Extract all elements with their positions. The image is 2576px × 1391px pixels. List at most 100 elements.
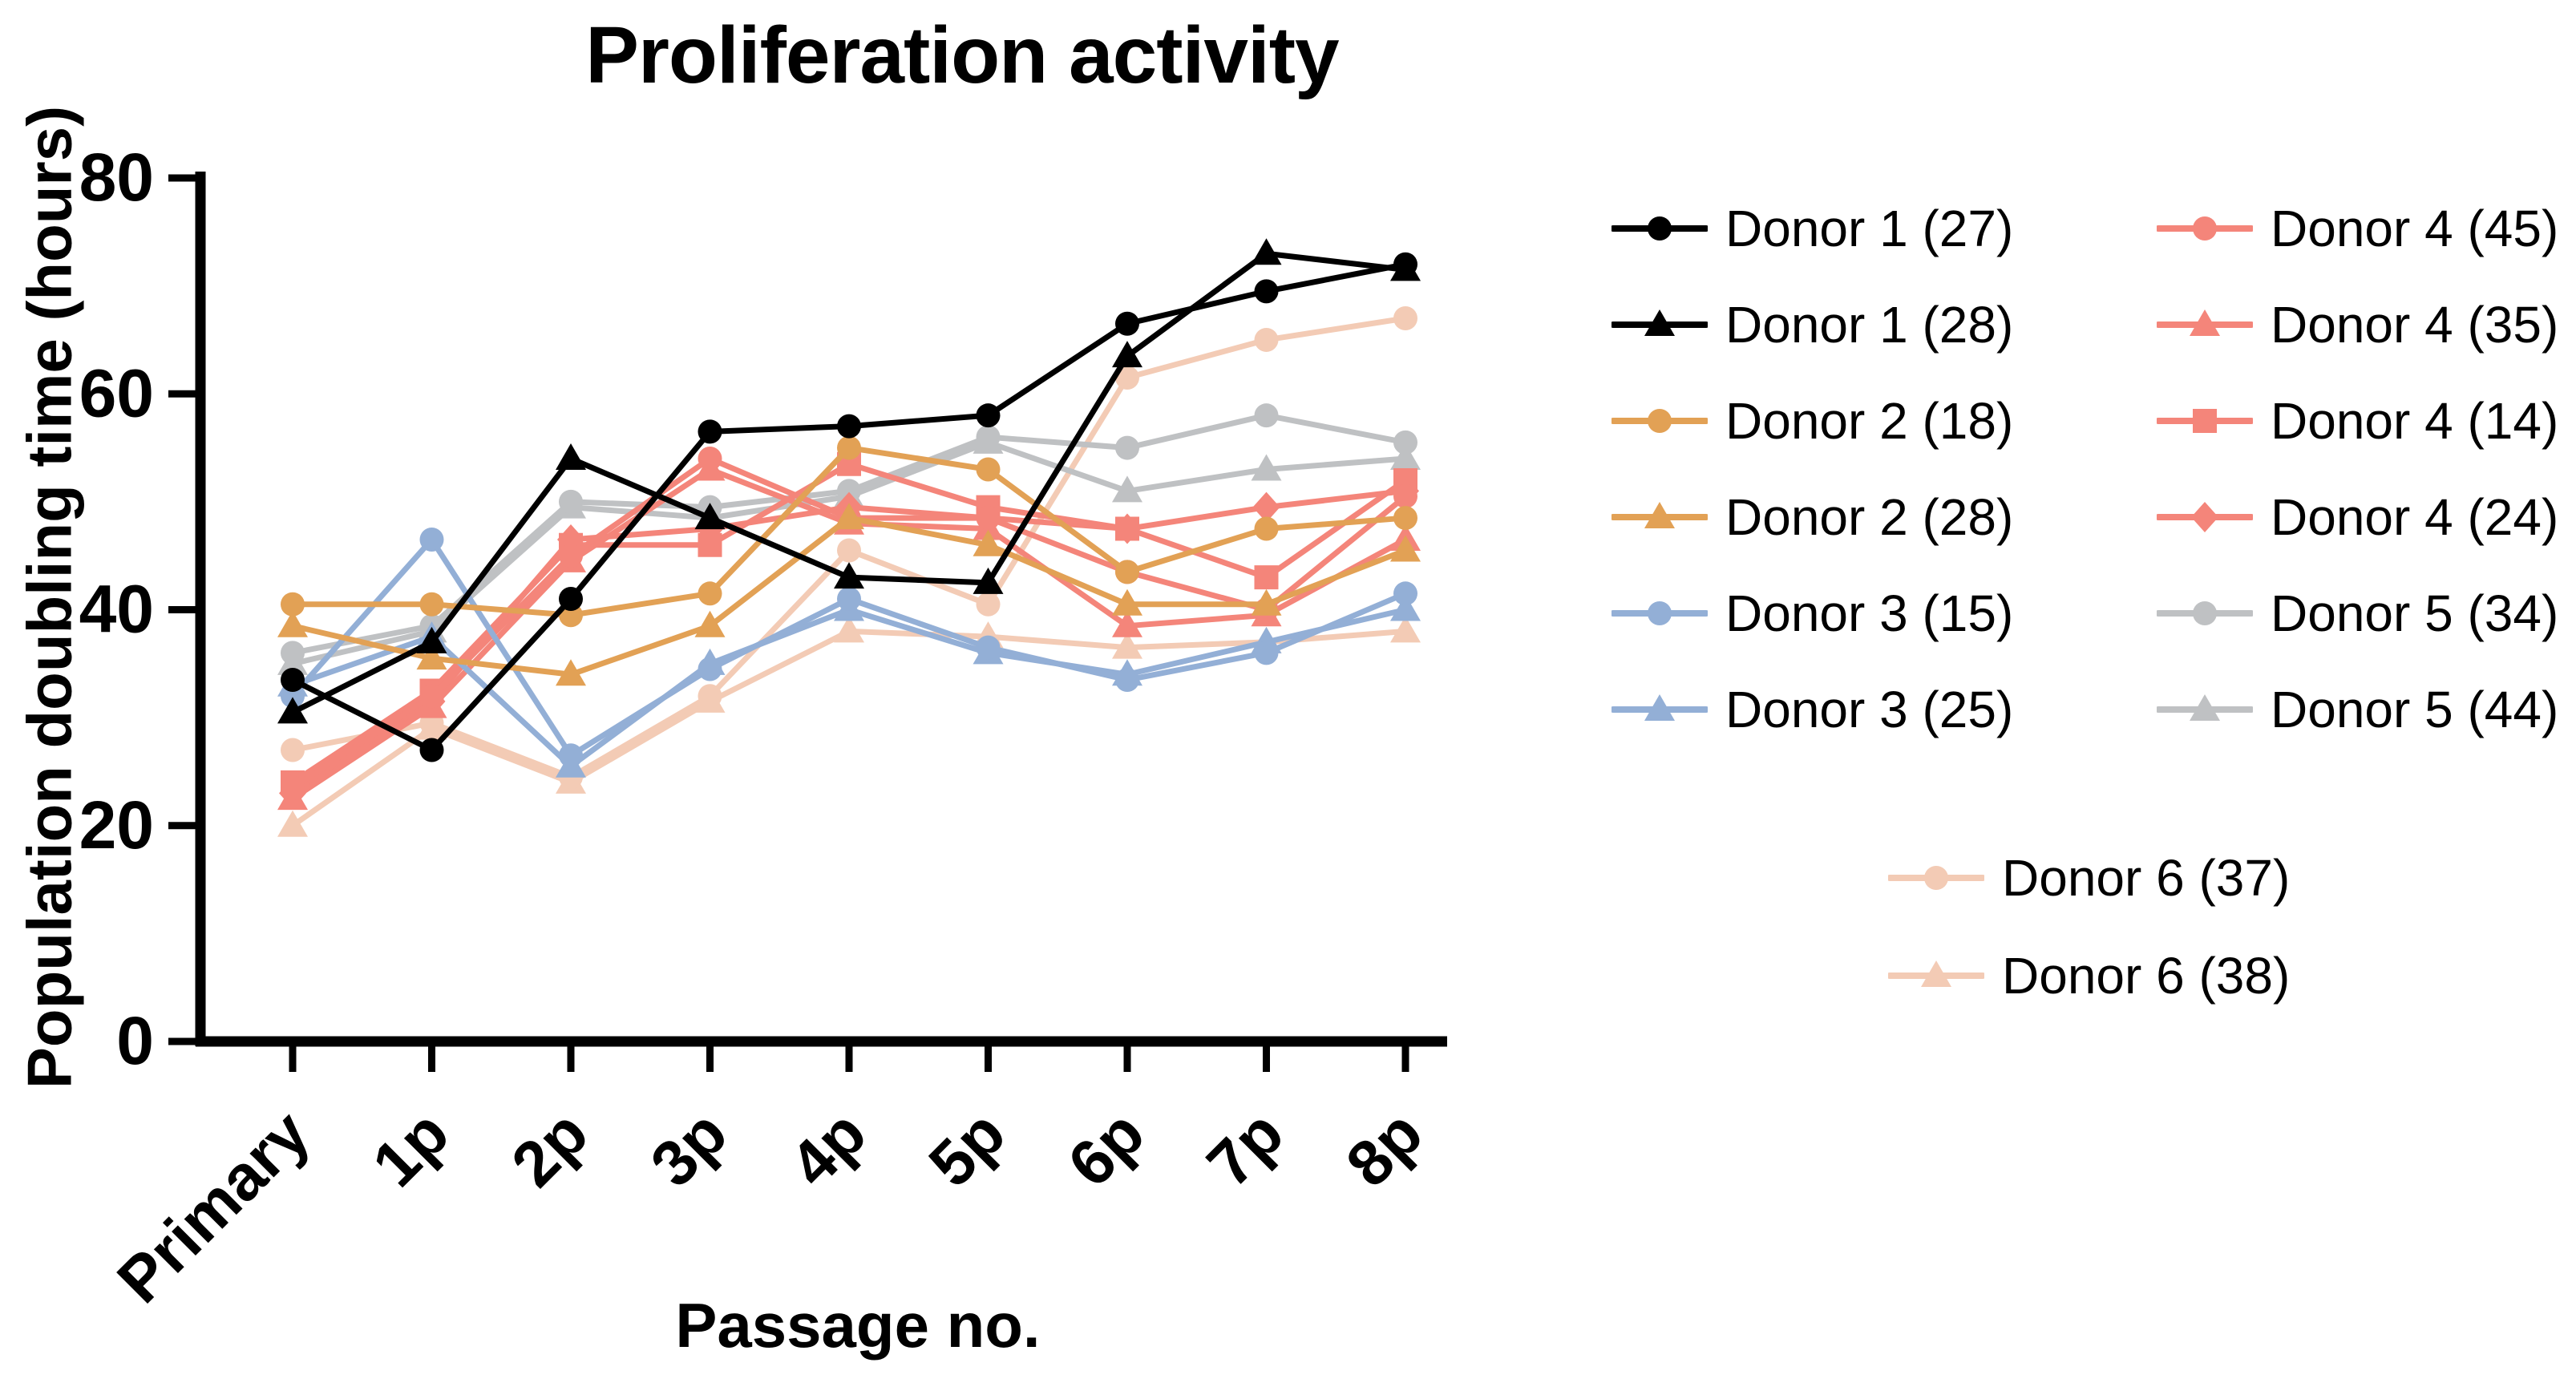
y-axis-title: Population doubling time (hours) (14, 105, 85, 1090)
circle-legend-marker-icon (1888, 866, 1984, 890)
triangle-legend-marker-icon (1612, 309, 1708, 336)
circle-marker-icon (976, 506, 1001, 531)
circle-marker-icon (837, 435, 861, 460)
triangle-marker-icon (1390, 535, 1421, 562)
triangle-marker-icon (416, 626, 447, 653)
circle-marker-icon (559, 544, 583, 568)
legend-item-label: Donor 2 (28) (1725, 488, 2014, 546)
triangle-marker-icon (556, 659, 586, 686)
legend-item-label: Donor 3 (25) (1725, 681, 2014, 738)
circle-marker-icon (837, 414, 861, 439)
circle-marker-icon (837, 479, 861, 503)
triangle-marker-icon (973, 529, 1004, 556)
circle-marker-icon (559, 587, 583, 612)
chart-title: Proliferation activity (585, 10, 1339, 100)
triangle-marker-icon (834, 616, 864, 643)
triangle-marker-icon (277, 810, 308, 837)
legend-item-label: Donor 4 (45) (2271, 200, 2559, 257)
circle-marker-icon (559, 743, 583, 768)
circle-marker-icon (1254, 403, 1279, 428)
y-tick-label: 0 (116, 1003, 154, 1078)
circle-marker-icon (281, 775, 305, 800)
triangle-marker-icon (1112, 588, 1142, 616)
legend-item: Donor 5 (44) (2157, 680, 2558, 739)
triangle-marker-icon (694, 503, 726, 530)
circle-marker-icon (837, 538, 861, 563)
circle-marker-icon (419, 738, 444, 762)
legend-item: Donor 3 (25) (1612, 680, 2013, 739)
circle-marker-icon (1254, 516, 1279, 541)
circle-marker-icon (281, 668, 305, 693)
circle-marker-icon (281, 641, 305, 665)
circle-legend-marker-icon (1612, 409, 1708, 433)
triangle-marker-icon (1251, 238, 1282, 265)
circle-marker-icon (1115, 435, 1139, 460)
circle-legend-marker-icon (2157, 601, 2253, 625)
legend-item-label: Donor 4 (14) (2271, 392, 2559, 450)
legend-item: Donor 6 (38) (1888, 946, 2290, 1005)
circle-marker-icon (698, 419, 722, 444)
triangle-marker-icon (416, 643, 447, 670)
circle-legend-marker-icon (2157, 216, 2253, 241)
circle-marker-icon (1393, 581, 1417, 606)
triangle-marker-icon (556, 443, 586, 471)
x-tick-label: 6p (1054, 1097, 1158, 1200)
legend-item-label: Donor 4 (24) (2271, 488, 2559, 546)
circle-marker-icon (419, 592, 444, 617)
legend-item-label: Donor 6 (37) (2002, 849, 2291, 907)
legend-item: Donor 2 (28) (1612, 487, 2013, 547)
legend-item: Donor 4 (14) (2157, 391, 2558, 451)
triangle-marker-icon (1390, 594, 1421, 621)
y-tick-label: 60 (79, 355, 154, 431)
diamond-legend-marker-icon (2157, 502, 2253, 532)
circle-marker-icon (1115, 311, 1139, 336)
triangle-marker-icon (834, 562, 864, 589)
triangle-marker-icon (694, 610, 726, 637)
triangle-marker-icon (277, 610, 308, 637)
triangle-legend-marker-icon (2157, 309, 2253, 336)
x-tick-label: 3p (637, 1097, 741, 1200)
square-marker-icon (1254, 565, 1279, 590)
circle-marker-icon (1393, 430, 1417, 455)
legend-item-label: Donor 5 (34) (2271, 584, 2559, 642)
square-marker-icon (698, 532, 722, 557)
circle-marker-icon (419, 527, 444, 552)
x-tick-label: 5p (916, 1097, 1019, 1200)
circle-marker-icon (281, 592, 305, 617)
y-tick-label: 80 (79, 140, 154, 215)
circle-marker-icon (976, 457, 1001, 482)
legend-item-label: Donor 6 (38) (2002, 947, 2291, 1005)
circle-legend-marker-icon (1612, 216, 1708, 241)
circle-marker-icon (281, 738, 305, 762)
legend-item: Donor 5 (34) (2157, 584, 2558, 643)
x-tick-label: 4p (776, 1097, 880, 1200)
series-donor-1-27 (281, 252, 1417, 762)
circle-marker-icon (698, 581, 722, 606)
circle-marker-icon (976, 403, 1001, 428)
triangle-marker-icon (1251, 588, 1282, 616)
triangle-legend-marker-icon (1612, 694, 1708, 721)
legend-item: Donor 1 (28) (1612, 295, 2013, 354)
circle-marker-icon (976, 635, 1001, 660)
legend-item-label: Donor 4 (35) (2271, 296, 2559, 354)
legend-item-label: Donor 1 (27) (1725, 200, 2014, 257)
triangle-legend-marker-icon (1888, 960, 1984, 987)
x-tick-label: Primary (103, 1097, 323, 1316)
triangle-marker-icon (1251, 454, 1282, 481)
legend-item: Donor 4 (24) (2157, 487, 2558, 547)
circle-marker-icon (1254, 641, 1279, 665)
y-tick-label: 40 (79, 572, 154, 647)
series-donor-2-28 (277, 503, 1421, 686)
circle-marker-icon (1254, 279, 1279, 304)
circle-marker-icon (1393, 306, 1417, 331)
x-axis-title: Passage no. (675, 1290, 1041, 1361)
x-tick-label: 8p (1332, 1097, 1436, 1200)
circle-marker-icon (1393, 506, 1417, 531)
legend-item: Donor 3 (15) (1612, 584, 2013, 643)
triangle-legend-marker-icon (2157, 694, 2253, 721)
circle-marker-icon (1393, 484, 1417, 509)
triangle-marker-icon (973, 567, 1004, 594)
square-marker-icon (1115, 516, 1139, 541)
circle-marker-icon (837, 587, 861, 612)
legend-item: Donor 4 (45) (2157, 199, 2558, 258)
